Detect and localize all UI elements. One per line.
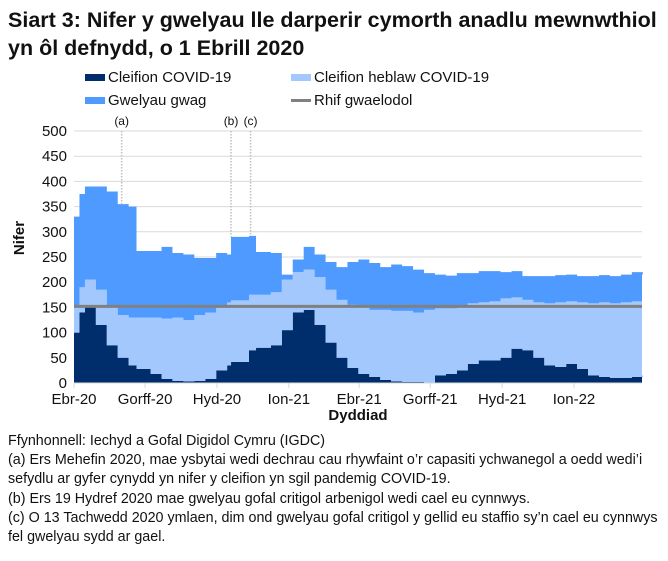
source-note: Ffynhonnell: Iechyd a Gofal Digidol Cymr… [8,433,326,449]
y-tick-label: 250 [42,249,67,266]
legend-label: Rhif gwaelodol [314,92,413,109]
legend-swatch-empty [85,97,105,104]
legend-item-non-covid: Cleifion heblaw COVID-19 [291,69,489,86]
area-covid-patients [74,307,643,383]
y-tick-label: 300 [42,224,67,241]
legend-swatch-non-covid [291,74,311,81]
y-tick-label: 100 [42,325,67,342]
y-tick-label: 450 [42,148,67,165]
note-c: (c) O 13 Tachwedd 2020 ymlaen, dim ond g… [8,509,658,546]
annotation-label: (a) [114,114,129,128]
legend-swatch-baseline [291,99,311,102]
annotation-label: (b) [224,114,239,128]
area-empty-beds [74,186,643,320]
legend-label: Cleifion COVID-19 [108,69,232,86]
note-b: (b) Ers 19 Hydref 2020 mae gwelyau gofal… [8,490,531,507]
chart-svg: (a) (b) (c) 0 50 100 150 200 250 300 350 400 450 500… [11,114,643,424]
y-tick-label: 500 [42,123,67,140]
area-non-covid-patients [74,269,643,383]
x-tick-label: Ebr-20 [51,391,96,408]
annotation-label: (c) [244,114,258,128]
y-tick-label: 350 [42,199,67,216]
legend-swatch-covid [85,74,105,81]
x-tick-label: Gorff-20 [118,391,173,408]
x-axis-title: Dyddiad [328,407,387,424]
x-tick-label: Ion-21 [268,391,311,408]
y-tick-label: 200 [42,274,67,291]
legend-item-baseline: Rhif gwaelodol [291,92,412,109]
x-tick-label: Ion-22 [553,391,596,408]
chart-title: Siart 3: Nifer y gwelyau lle darperir cy… [8,8,657,60]
legend-label: Cleifion heblaw COVID-19 [314,69,490,86]
y-tick-label: 150 [42,299,67,316]
legend-label: Gwelyau gwag [108,92,207,109]
x-tick-label: Ebr-21 [337,391,382,408]
x-tick-label: Hyd-21 [478,391,526,408]
legend-item-covid: Cleifion COVID-19 [85,69,231,86]
y-axis-title: Nifer [11,221,28,255]
x-tick-label: Hyd-20 [193,391,241,408]
note-a: (a) Ers Mehefin 2020, mae ysbytai wedi d… [8,452,643,488]
legend-item-empty: Gwelyau gwag [85,92,206,109]
y-tick-label: 400 [42,173,67,190]
y-tick-label: 50 [50,350,67,367]
footnotes: Ffynhonnell: Iechyd a Gofal Digidol Cymr… [8,432,663,547]
x-tick-label: Gorff-21 [403,391,458,408]
y-tick-label: 0 [59,375,67,392]
